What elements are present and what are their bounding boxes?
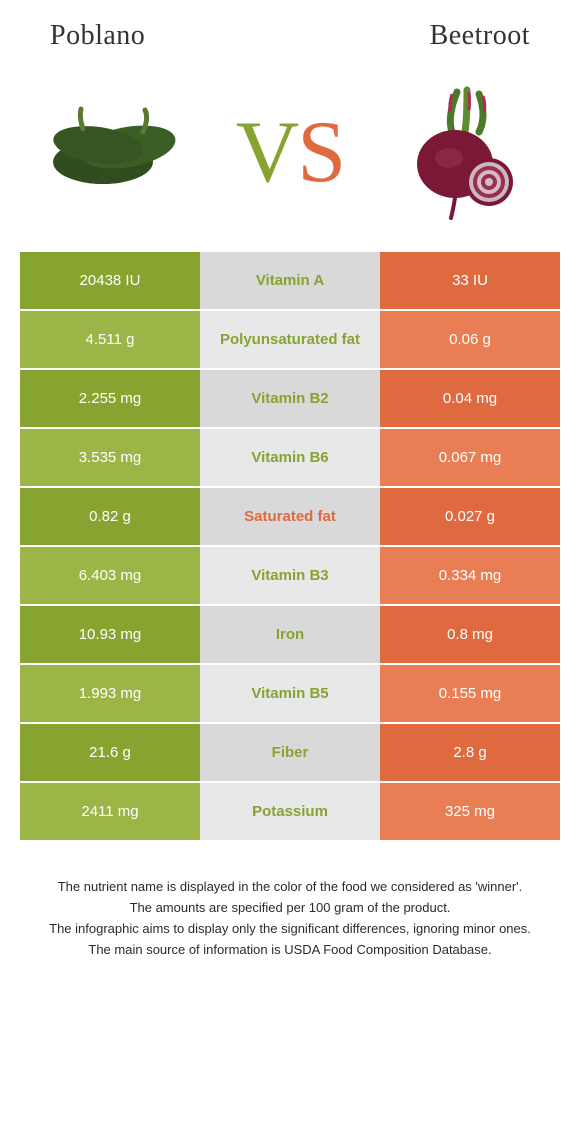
nutrient-name: Potassium	[200, 783, 380, 840]
footnote-line: The nutrient name is displayed in the co…	[30, 878, 550, 897]
vs-label: VS	[236, 102, 345, 203]
left-value: 0.82 g	[20, 488, 200, 545]
right-value: 0.334 mg	[380, 547, 560, 604]
left-value: 1.993 mg	[20, 665, 200, 722]
table-row: 10.93 mgIron0.8 mg	[20, 606, 560, 663]
right-value: 0.155 mg	[380, 665, 560, 722]
left-value: 3.535 mg	[20, 429, 200, 486]
footnotes: The nutrient name is displayed in the co…	[20, 842, 560, 959]
nutrient-name: Fiber	[200, 724, 380, 781]
table-row: 21.6 gFiber2.8 g	[20, 724, 560, 781]
table-row: 20438 IUVitamin A33 IU	[20, 252, 560, 309]
nutrient-name: Polyunsaturated fat	[200, 311, 380, 368]
table-row: 4.511 gPolyunsaturated fat0.06 g	[20, 311, 560, 368]
title-row: Poblano Beetroot	[20, 20, 560, 52]
left-value: 20438 IU	[20, 252, 200, 309]
left-food-title: Poblano	[50, 20, 145, 52]
right-value: 325 mg	[380, 783, 560, 840]
nutrient-name: Vitamin A	[200, 252, 380, 309]
beetroot-image	[385, 82, 540, 222]
table-row: 2411 mgPotassium325 mg	[20, 783, 560, 840]
right-value: 0.06 g	[380, 311, 560, 368]
table-row: 3.535 mgVitamin B60.067 mg	[20, 429, 560, 486]
right-value: 0.067 mg	[380, 429, 560, 486]
left-value: 4.511 g	[20, 311, 200, 368]
nutrient-name: Saturated fat	[200, 488, 380, 545]
footnote-line: The amounts are specified per 100 gram o…	[30, 899, 550, 918]
table-row: 2.255 mgVitamin B20.04 mg	[20, 370, 560, 427]
left-value: 2411 mg	[20, 783, 200, 840]
vs-s: S	[297, 104, 344, 201]
hero-row: VS	[20, 72, 560, 252]
nutrient-name: Iron	[200, 606, 380, 663]
right-value: 0.04 mg	[380, 370, 560, 427]
footnote-line: The main source of information is USDA F…	[30, 941, 550, 960]
right-value: 0.8 mg	[380, 606, 560, 663]
nutrient-name: Vitamin B5	[200, 665, 380, 722]
right-value: 0.027 g	[380, 488, 560, 545]
table-row: 6.403 mgVitamin B30.334 mg	[20, 547, 560, 604]
nutrient-name: Vitamin B3	[200, 547, 380, 604]
poblano-image	[40, 82, 195, 222]
vs-v: V	[236, 104, 298, 201]
footnote-line: The infographic aims to display only the…	[30, 920, 550, 939]
left-value: 6.403 mg	[20, 547, 200, 604]
right-value: 2.8 g	[380, 724, 560, 781]
right-value: 33 IU	[380, 252, 560, 309]
left-value: 10.93 mg	[20, 606, 200, 663]
left-value: 21.6 g	[20, 724, 200, 781]
nutrient-name: Vitamin B2	[200, 370, 380, 427]
table-row: 0.82 gSaturated fat0.027 g	[20, 488, 560, 545]
nutrient-name: Vitamin B6	[200, 429, 380, 486]
comparison-table: 20438 IUVitamin A33 IU4.511 gPolyunsatur…	[20, 252, 560, 840]
right-food-title: Beetroot	[430, 20, 530, 52]
table-row: 1.993 mgVitamin B50.155 mg	[20, 665, 560, 722]
left-value: 2.255 mg	[20, 370, 200, 427]
